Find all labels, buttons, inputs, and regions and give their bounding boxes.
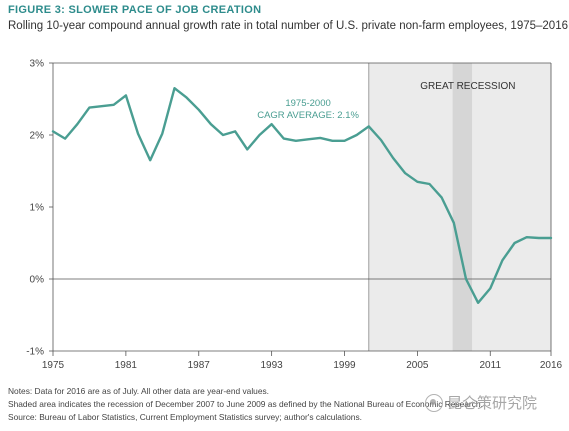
x-tick-label: 2011 xyxy=(480,360,502,371)
x-tick-label: 1999 xyxy=(333,360,356,371)
cagr-annotation: CAGR AVERAGE: 2.1% xyxy=(257,110,359,121)
watermark: 昆仑策研究院 xyxy=(425,392,537,413)
watermark-text: 昆仑策研究院 xyxy=(447,395,538,412)
y-tick-label: 0% xyxy=(30,275,45,286)
note-data: Notes: Data for 2016 are as of July. All… xyxy=(8,386,270,396)
y-tick-label: 1% xyxy=(30,203,45,214)
y-tick-label: 2% xyxy=(30,131,45,142)
recession-label: GREAT RECESSION xyxy=(420,81,515,92)
x-tick-label: 2005 xyxy=(406,360,429,371)
recession-core-shade xyxy=(452,63,473,351)
figure-subtitle: Rolling 10-year compound annual growth r… xyxy=(8,20,568,32)
y-tick-label: -1% xyxy=(26,347,44,358)
figure-title: FIGURE 3: SLOWER PACE OF JOB CREATION xyxy=(8,4,262,16)
x-tick-label: 1993 xyxy=(261,360,284,371)
y-tick-label: 3% xyxy=(30,59,45,70)
wechat-icon xyxy=(425,393,443,412)
note-shading: Shaded area indicates the recession of D… xyxy=(8,399,483,409)
series-line xyxy=(51,87,553,304)
x-tick-label: 1987 xyxy=(188,360,211,371)
chart-notes: Notes: Data for 2016 are as of July. All… xyxy=(8,385,483,424)
note-source: Source: Bureau of Labor Statistics, Curr… xyxy=(8,412,362,422)
x-tick-label: 1981 xyxy=(115,360,138,371)
cagr-annotation: 1975-2000 xyxy=(285,98,330,109)
x-tick-label: 2016 xyxy=(540,360,563,371)
x-tick-label: 1975 xyxy=(42,360,65,371)
